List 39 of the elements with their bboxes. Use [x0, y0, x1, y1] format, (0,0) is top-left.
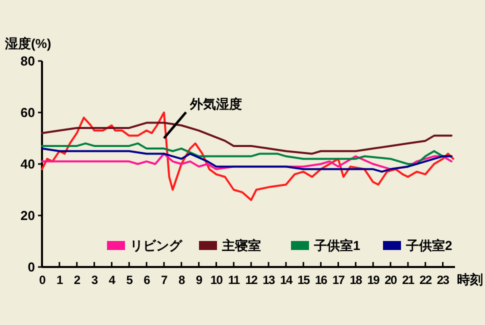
x-tick-label: 6	[144, 273, 151, 287]
x-tick-label: 9	[196, 273, 203, 287]
x-tick-label: 3	[91, 273, 98, 287]
x-tick-label: 8	[178, 273, 186, 287]
y-tick-label: 40	[20, 156, 35, 172]
x-tick-label: 5	[126, 273, 134, 287]
x-tick-label: 2	[74, 273, 81, 287]
x-tick-label: 10	[210, 273, 224, 287]
y-tick-label: 80	[20, 54, 35, 69]
x-tick-label: 16	[314, 273, 328, 287]
x-tick-label: 20	[384, 273, 398, 287]
x-tick-label: 23	[436, 273, 450, 287]
y-tick-label: 20	[20, 208, 35, 224]
legend-label: 子供室1	[313, 238, 360, 253]
line-series	[41, 148, 453, 173]
x-axis-title: 時刻	[457, 272, 483, 287]
line-series	[41, 112, 454, 202]
x-tick-label: 18	[350, 273, 363, 287]
y-tick-label: 0	[28, 260, 35, 275]
x-tick-label: 15	[298, 273, 310, 287]
y-tick-label: 60	[20, 105, 35, 120]
x-tick-label: 13	[262, 273, 276, 287]
x-tick-label: 7	[161, 273, 168, 287]
x-tick-label: 22	[420, 273, 432, 287]
annotation: 外気湿度	[188, 96, 242, 112]
x-tick-label: 12	[245, 273, 258, 287]
legend-label: 子供室2	[405, 238, 452, 253]
x-tick-label: 4	[108, 273, 116, 287]
x-tick-label: 0	[39, 273, 46, 287]
x-tick-label: 17	[332, 273, 346, 287]
x-tick-label: 1	[56, 273, 64, 287]
x-tick-label: 21	[402, 273, 415, 287]
x-tick-label: 11	[228, 273, 240, 287]
x-tick-label: 19	[367, 273, 380, 287]
line-series	[41, 122, 453, 155]
y-axis-title: 湿度(%)	[4, 36, 52, 51]
legend-label: 主寝室	[221, 238, 261, 253]
legend-label: リビング	[130, 238, 183, 253]
x-tick-label: 14	[280, 273, 293, 287]
